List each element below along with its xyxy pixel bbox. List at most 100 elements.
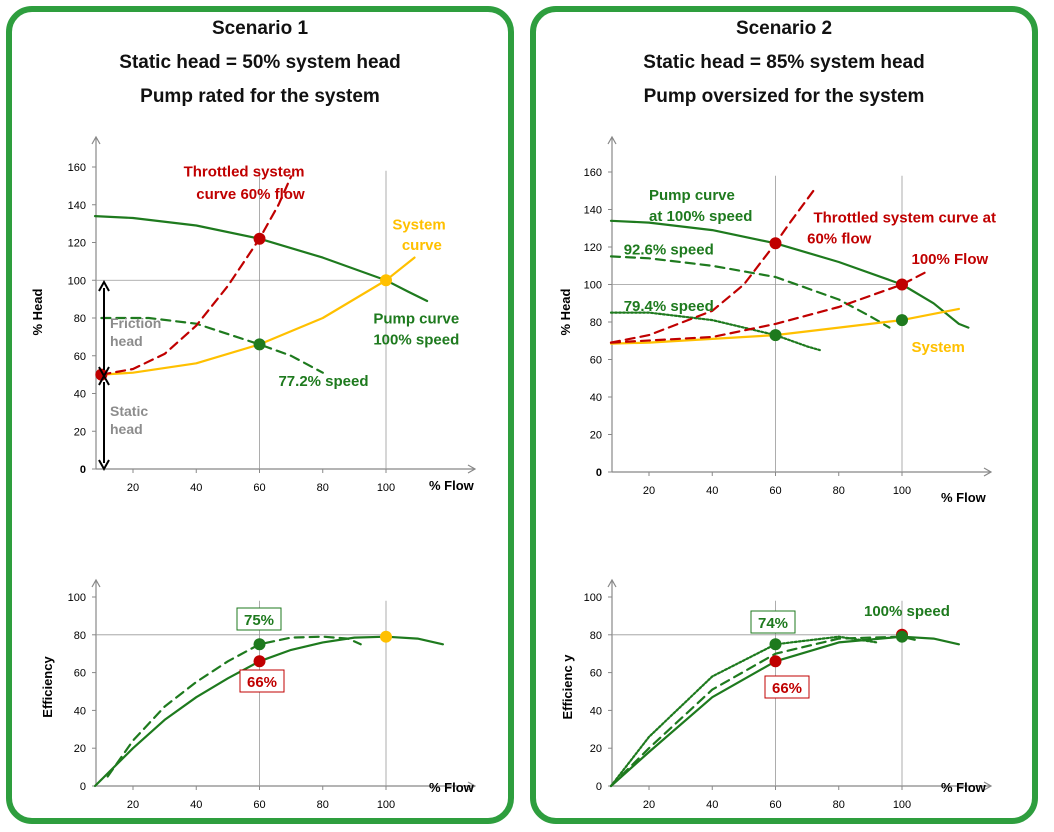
y-axis-label: Efficiency bbox=[40, 656, 55, 718]
efficiency-label-green: 75% bbox=[244, 612, 274, 629]
y-tick-label: 100 bbox=[68, 275, 86, 287]
series-line bbox=[609, 219, 970, 329]
x-tick-label: 40 bbox=[706, 799, 718, 811]
efficiency-label-red-box bbox=[764, 675, 810, 699]
x-tick-label: 40 bbox=[190, 799, 202, 811]
x-axis-label: % Flow bbox=[941, 490, 987, 505]
data-point bbox=[896, 630, 908, 643]
annotation-label: at 100% speed bbox=[649, 208, 752, 225]
series-line bbox=[100, 175, 293, 376]
y-tick-label: 120 bbox=[584, 242, 602, 254]
x-tick-label: 60 bbox=[769, 799, 781, 811]
y-tick-label: 20 bbox=[590, 743, 602, 755]
x-tick-label: 80 bbox=[317, 482, 329, 494]
scenario-subtitle: Static head = 85% system head bbox=[643, 52, 925, 73]
y-tick-label: 40 bbox=[590, 392, 602, 404]
arrowhead bbox=[98, 373, 110, 386]
series-line bbox=[609, 255, 891, 329]
x-tick-label: 100 bbox=[377, 482, 395, 494]
x-tick-label: 100 bbox=[893, 799, 911, 811]
y-tick-label: 0 bbox=[80, 464, 86, 476]
arrowhead bbox=[98, 459, 110, 472]
y-tick-label: 0 bbox=[596, 781, 602, 793]
y-tick-label: 160 bbox=[68, 162, 86, 174]
y-tick-label: 100 bbox=[584, 280, 602, 292]
efficiency-label-green-box bbox=[236, 607, 282, 631]
y-tick-label: 120 bbox=[68, 238, 86, 250]
data-point bbox=[896, 278, 908, 291]
y-tick-label: 80 bbox=[74, 313, 86, 325]
data-point bbox=[253, 338, 266, 351]
data-point bbox=[769, 329, 782, 342]
annotation-label: System bbox=[392, 216, 445, 233]
y-tick-label: 80 bbox=[590, 630, 602, 642]
x-axis-arrow bbox=[983, 781, 993, 791]
x-tick-label: 60 bbox=[253, 482, 265, 494]
scenario-title: Scenario 2 bbox=[735, 18, 833, 39]
annotation-label: curve 60% flow bbox=[196, 186, 305, 203]
y-tick-label: 40 bbox=[74, 705, 86, 717]
series-line bbox=[93, 215, 429, 303]
annotation-label: 100% speed bbox=[373, 331, 459, 348]
x-tick-label: 40 bbox=[190, 482, 202, 494]
x-tick-label: 20 bbox=[643, 485, 655, 497]
annotation-label: 92.6% speed bbox=[624, 242, 714, 259]
annotation-label: Throttled system bbox=[184, 163, 305, 180]
efficiency-label-red: 66% bbox=[247, 674, 277, 691]
annotation-label: Pump curve bbox=[649, 187, 735, 204]
efficiency-label-green-box bbox=[750, 610, 796, 634]
friction-head-label: Friction bbox=[110, 315, 161, 331]
y-tick-label: 160 bbox=[584, 167, 602, 179]
data-point bbox=[769, 237, 782, 250]
y-axis-label: % Head bbox=[30, 288, 45, 335]
y-tick-label: 80 bbox=[590, 317, 602, 329]
x-tick-label: 40 bbox=[706, 485, 718, 497]
y-tick-label: 40 bbox=[74, 389, 86, 401]
x-tick-label: 20 bbox=[127, 482, 139, 494]
scenario-title: Scenario 1 bbox=[211, 18, 309, 39]
y-axis-arrow bbox=[607, 578, 617, 588]
data-point bbox=[253, 655, 266, 668]
x-axis-arrow bbox=[983, 467, 993, 477]
static-head-label: Static bbox=[110, 403, 148, 419]
series-line bbox=[609, 635, 878, 788]
x-axis-label: % Flow bbox=[941, 780, 987, 795]
annotation-label: System bbox=[911, 339, 964, 356]
data-point bbox=[769, 655, 782, 668]
y-tick-label: 20 bbox=[74, 426, 86, 438]
x-tick-label: 100 bbox=[377, 799, 395, 811]
series-line bbox=[609, 635, 919, 788]
y-tick-label: 20 bbox=[590, 430, 602, 442]
y-tick-label: 60 bbox=[590, 668, 602, 680]
annotation-label: curve bbox=[402, 237, 442, 254]
x-tick-label: 20 bbox=[643, 799, 655, 811]
x-tick-label: 100 bbox=[893, 485, 911, 497]
y-tick-label: 40 bbox=[590, 705, 602, 717]
y-tick-label: 0 bbox=[596, 467, 602, 479]
speed-label: 100% speed bbox=[864, 603, 950, 620]
static-head-label: head bbox=[110, 421, 143, 437]
y-tick-label: 100 bbox=[584, 592, 602, 604]
y-tick-label: 60 bbox=[74, 351, 86, 363]
series-line bbox=[609, 635, 960, 788]
scenario-subtitle: Static head = 50% system head bbox=[119, 52, 401, 73]
annotation-label: 60% flow bbox=[807, 230, 872, 247]
friction-head-label: head bbox=[110, 333, 143, 349]
scenario-2-charts: 20 40 60 80 100 0 20 40 60 80 100 120 140 160 % Flow % … bbox=[558, 135, 996, 811]
series-line bbox=[100, 316, 324, 374]
arrowhead bbox=[98, 279, 110, 292]
annotation-label: 77.2% speed bbox=[278, 373, 368, 390]
y-axis-label: % Head bbox=[558, 288, 573, 335]
y-tick-label: 80 bbox=[74, 630, 86, 642]
annotation-label: Pump curve bbox=[373, 311, 459, 328]
data-point bbox=[253, 232, 266, 245]
y-axis-arrow bbox=[91, 578, 101, 588]
y-tick-label: 60 bbox=[74, 668, 86, 680]
x-tick-label: 80 bbox=[317, 799, 329, 811]
efficiency-label-red-box bbox=[239, 669, 285, 693]
data-point bbox=[769, 638, 782, 651]
y-tick-label: 140 bbox=[68, 200, 86, 212]
efficiency-label-green: 74% bbox=[758, 615, 788, 632]
x-tick-label: 80 bbox=[833, 485, 845, 497]
scenario-1-charts: 20 40 60 80 100 0 20 40 60 80 100 120 140 160 % Flow % … bbox=[30, 135, 477, 811]
